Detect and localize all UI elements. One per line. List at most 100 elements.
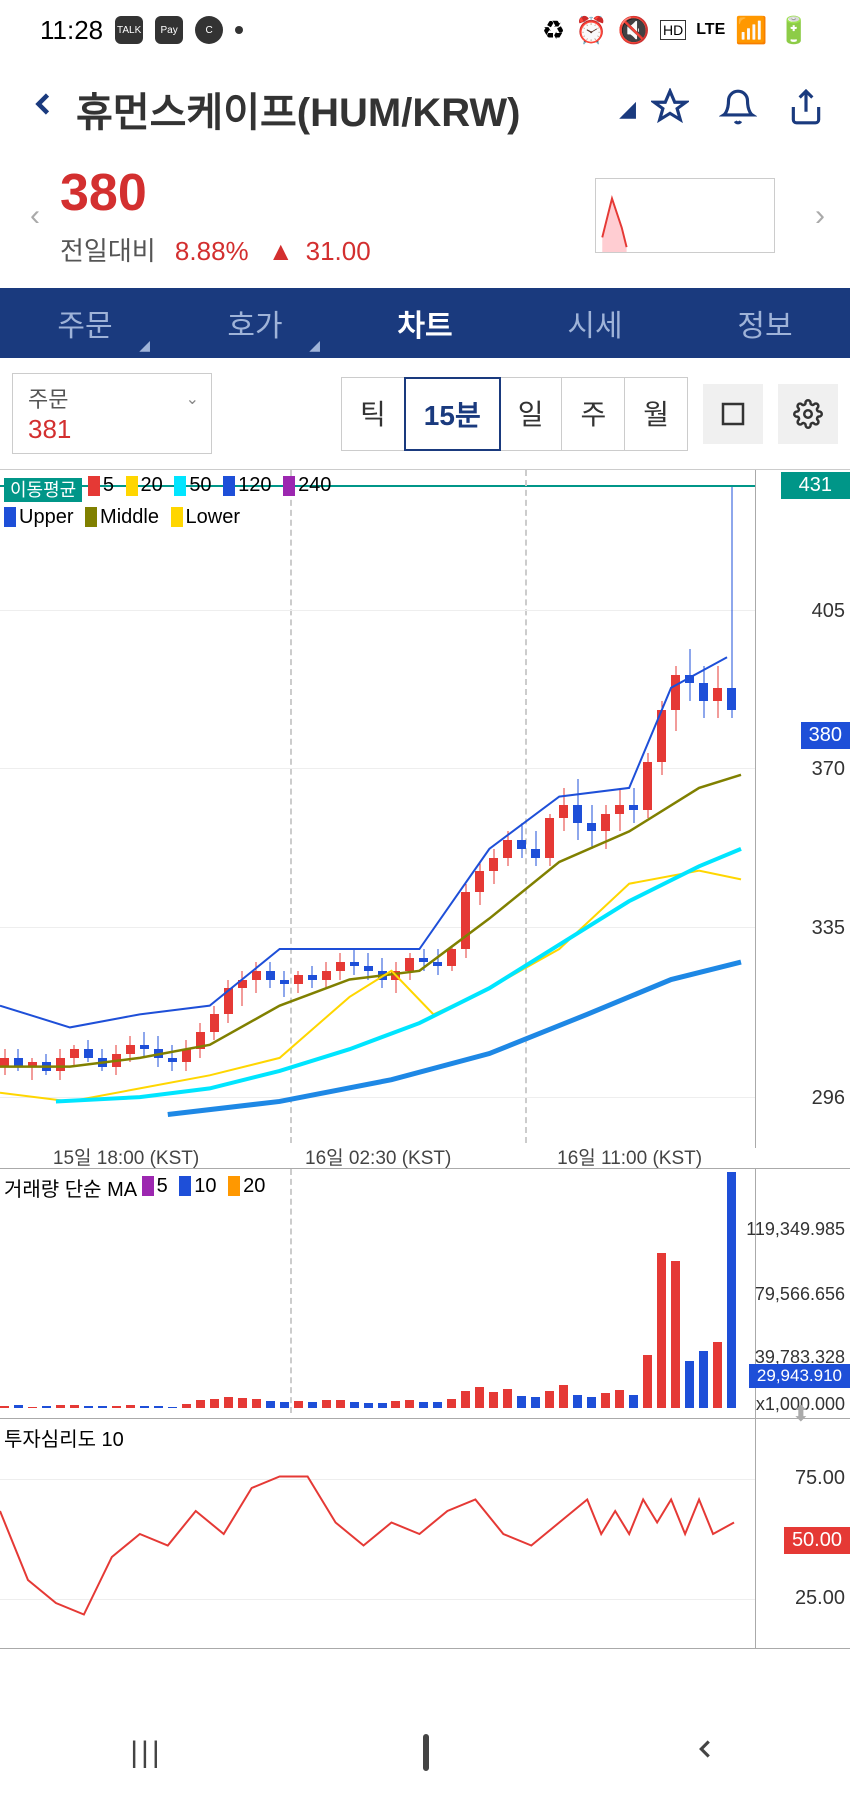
current-price: 380 <box>60 163 575 223</box>
pay-icon: Pay <box>155 16 183 44</box>
volume-chart[interactable]: 거래량 단순 MA 5 10 20 119,349.985 79,566.656… <box>0 1169 850 1419</box>
vol-y-tick: 79,566.656 <box>755 1284 845 1305</box>
lte-icon: LTE <box>696 21 725 39</box>
bell-icon[interactable] <box>719 88 757 131</box>
system-nav: ||| <box>0 1710 850 1795</box>
vol-bar <box>699 1351 708 1408</box>
vol-bar <box>42 1406 51 1408</box>
ma-line <box>0 470 755 1143</box>
status-more-icon <box>235 26 243 34</box>
mini-chart[interactable] <box>595 178 775 253</box>
vol-bar <box>154 1406 163 1408</box>
back-system-button[interactable] <box>690 1734 720 1771</box>
vol-bar <box>531 1397 540 1408</box>
vgrid <box>290 470 292 1143</box>
status-bar: 11:28 TALK Pay C ♻ ⏰ 🔇 HD LTE 📶 🔋 <box>0 0 850 60</box>
vol-bar <box>336 1400 345 1408</box>
vol-bar <box>447 1399 456 1408</box>
main-tabs: 주문◢ 호가◢ 차트 시세 정보 <box>0 288 850 358</box>
vol-bar <box>378 1403 387 1408</box>
vol-bar <box>713 1342 722 1408</box>
vol-legend: 거래량 단순 MA 5 10 20 <box>4 1173 271 1202</box>
change-amount: 31.00 <box>306 236 371 266</box>
ma-line <box>0 470 755 1143</box>
vol-bar <box>308 1402 317 1408</box>
talk-icon: TALK <box>115 16 143 44</box>
recents-button[interactable]: ||| <box>130 1736 162 1770</box>
senti-y-tick: 25.00 <box>795 1587 845 1610</box>
x-tick: 15일 18:00 (KST) <box>53 1143 199 1168</box>
title-dropdown-icon[interactable]: ◢ <box>619 96 636 122</box>
rect-tool-button[interactable] <box>703 384 763 444</box>
tab-chart[interactable]: 차트 <box>340 288 510 358</box>
price-chart[interactable]: 이동평균 5 20 50 120 240 Upper Middle Lower … <box>0 469 850 1169</box>
vol-bar <box>266 1401 275 1408</box>
back-button[interactable] <box>25 86 61 132</box>
prev-stock-button[interactable]: ‹ <box>30 199 40 233</box>
vol-bar <box>210 1399 219 1408</box>
tab-quotes[interactable]: 시세 <box>510 288 680 358</box>
vgrid <box>290 1169 292 1413</box>
sentiment-chart[interactable]: 투자심리도 10 75.0025.00 50.00 ⬍ <box>0 1419 850 1649</box>
vol-bar <box>727 1172 736 1408</box>
vol-y-tick: 119,349.985 <box>746 1219 845 1240</box>
ma-line <box>0 470 755 1143</box>
price-change: 전일대비 8.88% ▲ 31.00 <box>60 231 575 268</box>
vol-bar <box>140 1406 149 1408</box>
vol-bar <box>238 1398 247 1408</box>
change-label: 전일대비 <box>60 236 156 266</box>
tab-orderbook[interactable]: 호가◢ <box>170 288 340 358</box>
vol-bar <box>70 1405 79 1408</box>
stock-title[interactable]: 휴먼스케이프(HUM/KRW) <box>76 80 612 138</box>
senti-legend: 투자심리도 10 <box>4 1423 124 1452</box>
vol-bar <box>112 1406 121 1408</box>
resize-handle[interactable]: ⬍ <box>792 1401 810 1427</box>
vol-bar <box>56 1405 65 1408</box>
tf-15min[interactable]: 15분 <box>404 377 501 451</box>
senti-y-tick: 75.00 <box>795 1467 845 1490</box>
vol-bar <box>601 1393 610 1408</box>
share-icon[interactable] <box>787 88 825 131</box>
tf-month[interactable]: 월 <box>625 378 687 450</box>
vol-bar <box>587 1397 596 1408</box>
ma-line <box>0 470 755 1143</box>
battery-icon: 🔋 <box>778 15 810 46</box>
tab-info[interactable]: 정보 <box>680 288 850 358</box>
favorite-icon[interactable] <box>651 88 689 131</box>
vol-bar <box>629 1395 638 1408</box>
change-pct: 8.88% <box>175 236 249 266</box>
vol-bar <box>126 1405 135 1408</box>
senti-current-label: 50.00 <box>784 1527 850 1554</box>
ma-legend: 이동평균 5 20 50 120 240 Upper Middle Lower <box>4 474 337 533</box>
x-tick: 16일 11:00 (KST) <box>557 1143 702 1168</box>
sentiment-line <box>0 1419 755 1648</box>
tf-week[interactable]: 주 <box>562 378 625 450</box>
y-tick: 335 <box>812 917 845 940</box>
vol-bar <box>224 1397 233 1408</box>
price-row: ‹ 380 전일대비 8.88% ▲ 31.00 › <box>0 158 850 288</box>
price-block: 380 전일대비 8.88% ▲ 31.00 <box>60 163 575 268</box>
order-select[interactable]: 주문 381 ⌄ <box>12 373 212 454</box>
vol-bar <box>350 1402 359 1408</box>
next-stock-button[interactable]: › <box>815 199 825 233</box>
grid-line <box>0 768 755 769</box>
y-price-label: 380 <box>801 722 850 749</box>
tf-tick[interactable]: 틱 <box>342 378 405 450</box>
timeframe-group: 틱 15분 일 주 월 <box>341 377 688 451</box>
order-label: 주문 <box>28 382 196 414</box>
vol-bar <box>657 1253 666 1408</box>
tf-day[interactable]: 일 <box>500 378 563 450</box>
hd-icon: HD <box>660 20 686 40</box>
change-arrow: ▲ <box>268 236 294 266</box>
tab-order[interactable]: 주문◢ <box>0 288 170 358</box>
vol-bar <box>84 1406 93 1408</box>
settings-button[interactable] <box>778 384 838 444</box>
y-tick: 296 <box>812 1087 845 1110</box>
home-button[interactable] <box>423 1737 429 1769</box>
x-axis: 15일 18:00 (KST)16일 02:30 (KST)16일 11:00 … <box>0 1143 755 1168</box>
chevron-down-icon: ⌄ <box>186 389 199 409</box>
vol-bar <box>503 1389 512 1408</box>
vol-bar <box>419 1402 428 1408</box>
chart-toolbar: 주문 381 ⌄ 틱 15분 일 주 월 <box>0 358 850 469</box>
vol-bar <box>182 1404 191 1408</box>
